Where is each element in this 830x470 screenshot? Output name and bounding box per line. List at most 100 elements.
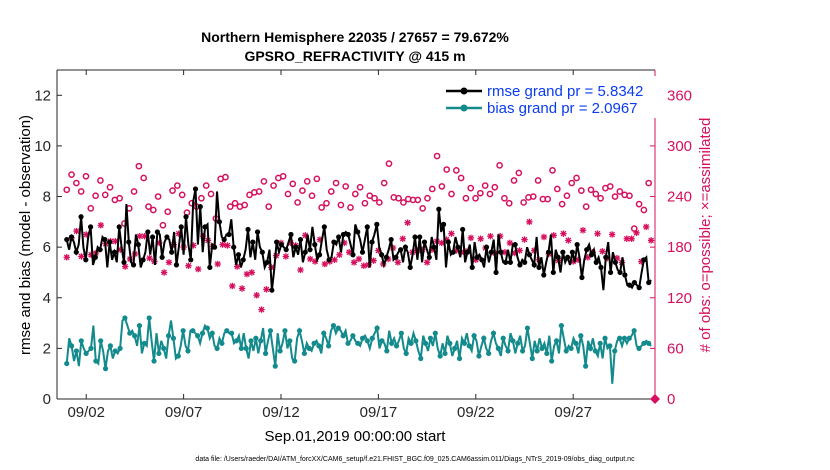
rmse-point xyxy=(445,239,451,245)
rmse-point xyxy=(116,224,122,230)
asterisk-stroke xyxy=(331,256,338,263)
rmse-point xyxy=(154,229,160,235)
rmse-point xyxy=(316,252,323,258)
rmse-point xyxy=(631,279,638,286)
asterisk-stroke xyxy=(468,235,474,241)
bias-point xyxy=(447,340,453,346)
bias-point xyxy=(316,343,322,349)
possible-obs-marker xyxy=(645,179,653,187)
rmse-point xyxy=(68,234,75,240)
rmse-point xyxy=(641,257,647,263)
rmse-point xyxy=(440,221,447,227)
rmse-point xyxy=(202,224,208,230)
rmse-point xyxy=(541,272,547,278)
assimilated-obs-marker xyxy=(195,265,202,273)
possible-obs-marker xyxy=(82,172,90,180)
bias-point xyxy=(146,315,152,321)
bias-point xyxy=(476,353,482,359)
bias-point xyxy=(156,350,162,357)
asterisk-stroke xyxy=(648,237,654,244)
asterisk-stroke xyxy=(112,238,119,245)
rmse-point xyxy=(488,249,494,255)
assimilated-obs-marker xyxy=(643,223,650,231)
assimilated-obs-marker xyxy=(97,222,105,229)
bias-point xyxy=(78,338,84,344)
assimilated-obs-marker xyxy=(307,255,314,263)
possible-obs-marker xyxy=(145,203,152,211)
rmse-point xyxy=(479,257,485,263)
asterisk-stroke xyxy=(214,261,221,267)
asterisk-stroke xyxy=(321,261,328,267)
x-tick-label: 09/02 xyxy=(67,404,105,421)
asterisk-stroke xyxy=(565,237,572,244)
rmse-point xyxy=(83,257,89,263)
bias-point xyxy=(330,323,337,329)
rmse-point xyxy=(130,262,137,268)
rmse-point xyxy=(121,259,127,265)
y-tick-label: 4 xyxy=(43,290,51,307)
asterisk-stroke xyxy=(360,262,367,269)
rmse-point xyxy=(302,249,308,255)
possible-obs-marker xyxy=(462,194,470,202)
assimilated-obs-marker xyxy=(399,235,406,242)
asterisk-stroke xyxy=(609,231,616,238)
possible-obs-marker xyxy=(73,179,80,187)
asterisk-stroke xyxy=(283,253,289,260)
rmse-point xyxy=(102,236,108,243)
bias-point xyxy=(578,333,584,339)
rmse-point xyxy=(140,257,146,263)
assimilated-obs-marker xyxy=(579,227,587,234)
possible-obs-marker xyxy=(337,201,345,209)
rmse-point xyxy=(250,239,256,245)
asterisk-stroke xyxy=(550,232,557,239)
asterisk-stroke xyxy=(244,271,250,278)
rmse-point xyxy=(412,234,418,240)
possible-obs-marker xyxy=(371,194,378,202)
assimilated-obs-marker xyxy=(214,260,221,268)
bias-point xyxy=(243,345,249,351)
asterisk-stroke xyxy=(643,224,650,230)
bias-point xyxy=(597,340,603,346)
possible-obs-marker xyxy=(573,174,580,182)
bias-point xyxy=(185,348,191,354)
assimilated-obs-marker xyxy=(297,266,304,274)
possible-obs-marker xyxy=(106,183,114,191)
asterisk-stroke xyxy=(521,236,528,243)
possible-obs-marker xyxy=(491,183,499,191)
rmse-point xyxy=(288,231,294,238)
possible-obs-marker xyxy=(428,185,436,193)
bias-point xyxy=(413,338,419,344)
x-tick-label: 09/12 xyxy=(262,404,300,421)
possible-obs-marker xyxy=(582,203,590,211)
bias-point xyxy=(233,338,240,344)
rmse-point xyxy=(560,249,566,255)
possible-obs-marker xyxy=(505,199,513,207)
assimilated-obs-marker xyxy=(516,247,523,254)
y-tick-label: 2 xyxy=(43,340,51,357)
possible-obs-marker xyxy=(361,199,369,207)
right-y-tick-label: 0 xyxy=(667,391,675,408)
rmse-point xyxy=(274,239,280,245)
rmse-point xyxy=(283,247,289,253)
bias-point xyxy=(384,348,390,354)
assimilated-obs-marker xyxy=(423,259,431,266)
assimilated-obs-marker xyxy=(360,262,367,269)
possible-obs-marker xyxy=(549,167,556,174)
possible-obs-marker xyxy=(87,204,95,212)
possible-obs-marker xyxy=(101,191,109,199)
bias-point xyxy=(510,338,516,344)
rmse-point xyxy=(231,244,237,250)
bias-point xyxy=(224,328,230,334)
rmse-point xyxy=(431,244,437,250)
assimilated-obs-marker xyxy=(263,286,270,293)
possible-obs-marker xyxy=(154,193,162,200)
bias-point xyxy=(432,330,438,336)
possible-obs-marker xyxy=(159,221,167,229)
x-tick-label: 09/22 xyxy=(457,404,495,421)
assimilated-obs-marker xyxy=(238,285,246,292)
x-tick-label: 09/17 xyxy=(360,404,398,421)
right-y-tick-label: 240 xyxy=(667,189,692,206)
bias-point xyxy=(500,335,506,341)
possible-obs-marker xyxy=(486,190,494,198)
